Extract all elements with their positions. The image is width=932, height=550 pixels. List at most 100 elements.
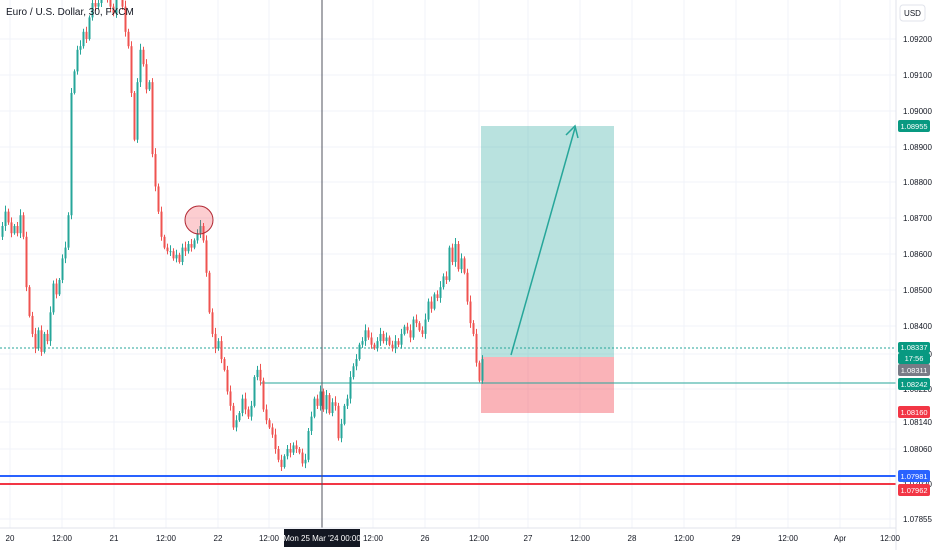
candle-body [175,254,178,259]
candle-body [25,236,28,288]
price-tag-text-red: 1.07962 [900,486,927,495]
price-tick-label: 1.08700 [903,214,932,223]
time-tick-label: 29 [732,534,741,543]
candle-body [181,247,184,262]
candle-body [178,254,181,262]
candle-body [58,279,61,295]
price-tick-label: 1.08800 [903,178,932,187]
candle-body [205,240,208,273]
candle-body [241,398,244,414]
grid-lines [0,0,896,528]
candle-body [385,337,388,342]
candle-body [16,226,19,234]
candle-body [142,49,145,65]
candle-body [412,319,415,338]
candle-body [457,244,460,270]
price-tag-blue [898,470,930,482]
position-tool[interactable] [481,126,614,413]
candle-body [433,294,436,309]
time-tick-label: 12:00 [363,534,384,543]
candle-body [172,251,175,259]
candle-body [379,333,382,342]
candle-body [445,276,448,280]
candle-body [358,344,361,360]
candle-body [187,244,190,252]
candle-body [406,326,409,331]
candle-series [1,0,484,471]
candle-body [448,247,451,280]
price-tag-text-stop: 1.08160 [900,408,927,417]
candle-body [154,154,157,187]
price-tick-label: 1.08600 [903,250,932,259]
candle-body [31,315,34,334]
candle-body [193,240,196,248]
target-zone[interactable] [481,126,614,357]
price-tick-label: 1.07855 [903,515,932,524]
time-axis[interactable]: 20 12:00 21 12:00 22 12:00 12:00 26 12:00 27 12:00… [6,534,901,543]
candle-body [322,391,325,410]
stop-zone[interactable] [481,357,614,413]
candle-body [55,283,58,295]
candle-body [292,445,295,453]
time-tick-label: 28 [628,534,637,543]
candle-body [313,398,316,417]
candle-body [391,344,394,349]
candle-body [130,46,133,93]
candle-body [124,6,127,32]
candle-body [295,445,298,449]
candle-body [343,405,346,424]
candle-body [421,330,424,334]
candle-body [481,359,484,381]
candle-body [337,405,340,439]
candle-body [13,226,16,234]
price-tag-entry [898,364,930,376]
candle-body [88,17,91,39]
time-tick-label: 12:00 [880,534,901,543]
candle-body [472,323,475,334]
candle-body [34,333,37,349]
candle-body [319,391,322,406]
drawings[interactable] [184,124,579,356]
candle-body [400,333,403,345]
candle-body [307,431,310,460]
candle-body [184,247,187,252]
candle-body [70,92,73,216]
horizontal-levels[interactable] [0,347,896,485]
candle-body [94,3,97,7]
highlight-circle[interactable] [184,205,214,235]
candle-body [316,398,319,406]
candle-body [112,6,115,14]
candle-body [121,0,124,7]
time-tick-label: 12:00 [156,534,177,543]
chart-title: Euro / U.S. Dollar, 30, FXCM [6,7,134,18]
candle-body [274,434,277,449]
projection-arrow[interactable] [510,127,576,356]
candle-body [325,395,328,410]
candle-body [145,64,148,90]
candle-body [277,449,280,460]
projection-arrowhead [565,124,579,139]
candle-body [256,369,259,378]
crosshair-time-text: Mon 25 Mar '24 00:00 [283,534,361,543]
currency-label: USD [904,9,921,18]
candle-body [37,330,40,349]
price-tick-label: 1.08140 [903,418,932,427]
price-tag-level [898,378,930,390]
candle-body [436,294,439,298]
candle-body [22,215,25,237]
candle-body [79,46,82,50]
price-tick-label: 1.09100 [903,71,932,80]
candle-body [478,362,481,381]
candle-body [454,244,457,262]
candle-body [199,226,202,234]
candle-body [298,449,301,453]
currency-button[interactable]: USD [899,4,926,22]
candle-body [430,301,433,309]
candle-body [289,449,292,453]
candle-body [61,258,64,280]
candle-body [265,409,268,421]
time-tick-label: 27 [524,534,533,543]
candle-body [394,341,397,349]
